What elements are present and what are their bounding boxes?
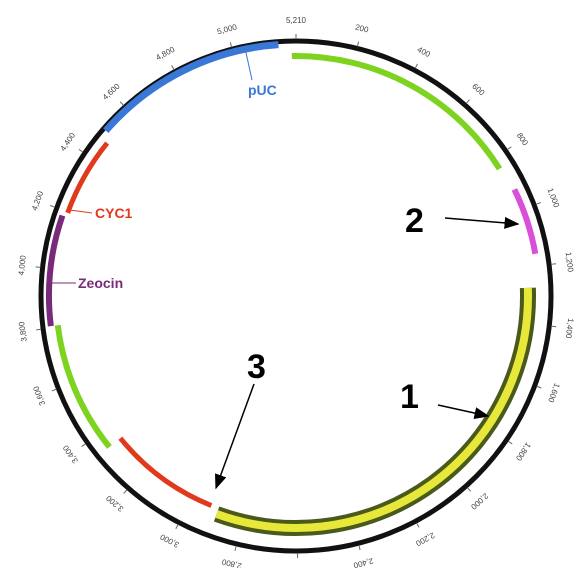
tick-label: 1,800 bbox=[514, 441, 533, 463]
tick-mark bbox=[551, 325, 557, 328]
tick-mark bbox=[550, 263, 557, 265]
tick-mark bbox=[356, 41, 360, 47]
tick-mark bbox=[414, 63, 418, 69]
feature-arc bbox=[46, 214, 66, 327]
tick-mark bbox=[81, 443, 86, 447]
tick-label: 1,600 bbox=[546, 382, 562, 404]
tick-mark bbox=[234, 545, 237, 551]
leader bbox=[244, 47, 253, 81]
feature-label: Zeocin bbox=[78, 275, 123, 291]
tick-mark bbox=[78, 148, 84, 153]
tick-mark bbox=[35, 266, 41, 268]
leader bbox=[69, 209, 93, 214]
tick-mark bbox=[175, 524, 179, 530]
feature-arc bbox=[54, 324, 112, 449]
tick-mark bbox=[123, 489, 128, 494]
tick-label: 1,200 bbox=[564, 252, 575, 274]
arrow bbox=[444, 216, 520, 229]
arrow bbox=[437, 404, 490, 419]
feature-label: pUC bbox=[248, 82, 277, 98]
tick-mark bbox=[506, 146, 512, 151]
tick-label: 1,400 bbox=[564, 318, 575, 339]
tick-label: 2,800 bbox=[221, 557, 243, 568]
tick-mark bbox=[49, 205, 55, 208]
tick-label: 2,400 bbox=[352, 556, 374, 568]
tick-mark bbox=[535, 202, 541, 205]
feature-arc bbox=[103, 41, 279, 133]
tick-mark bbox=[465, 99, 470, 104]
tick-label: 3,200 bbox=[104, 493, 125, 513]
tick-mark bbox=[536, 385, 542, 389]
backbone bbox=[38, 38, 554, 554]
annotation: 2 bbox=[405, 202, 424, 240]
tick-label: 3,600 bbox=[31, 384, 47, 406]
tick-label: 5,000 bbox=[216, 22, 238, 36]
tick-label: 800 bbox=[515, 131, 530, 148]
tick-mark bbox=[507, 440, 513, 445]
tick-label: 200 bbox=[354, 23, 370, 35]
feature-arc bbox=[65, 141, 110, 214]
tick-mark bbox=[171, 65, 175, 71]
tick-mark bbox=[416, 522, 420, 528]
tick-label: 4,800 bbox=[154, 45, 176, 63]
feature-arc bbox=[215, 287, 532, 532]
tick-label: 2,600 bbox=[287, 567, 308, 568]
tick-mark bbox=[466, 487, 472, 492]
feature-arc bbox=[291, 53, 503, 171]
feature-arc bbox=[511, 188, 539, 255]
tick-label: 4,600 bbox=[101, 81, 122, 101]
tick-label: 3,000 bbox=[158, 532, 180, 549]
tick-label: 2,200 bbox=[414, 531, 436, 549]
tick-label: 2,000 bbox=[469, 491, 490, 511]
tick-mark bbox=[358, 545, 361, 551]
annotation: 1 bbox=[400, 378, 419, 416]
tick-label: 5,210 bbox=[286, 16, 307, 25]
tick-label: 3,400 bbox=[61, 443, 80, 465]
feature-label: CYC1 bbox=[95, 205, 133, 221]
tick-label: 4,400 bbox=[58, 131, 77, 153]
tick-label: 4,200 bbox=[30, 189, 46, 211]
tick-mark bbox=[51, 388, 57, 392]
tick-label: 3,800 bbox=[17, 321, 29, 343]
tick-label: 4,000 bbox=[17, 254, 28, 275]
feature-arc bbox=[118, 436, 213, 508]
arrow bbox=[214, 383, 255, 490]
tick-mark bbox=[119, 101, 124, 106]
tick-mark bbox=[229, 42, 233, 48]
tick-label: 400 bbox=[416, 45, 432, 59]
tick-mark bbox=[36, 328, 42, 331]
annotation: 3 bbox=[247, 348, 266, 386]
tick-label: 1,000 bbox=[545, 187, 561, 209]
tick-label: 600 bbox=[470, 82, 486, 98]
feature-arc bbox=[213, 287, 536, 536]
